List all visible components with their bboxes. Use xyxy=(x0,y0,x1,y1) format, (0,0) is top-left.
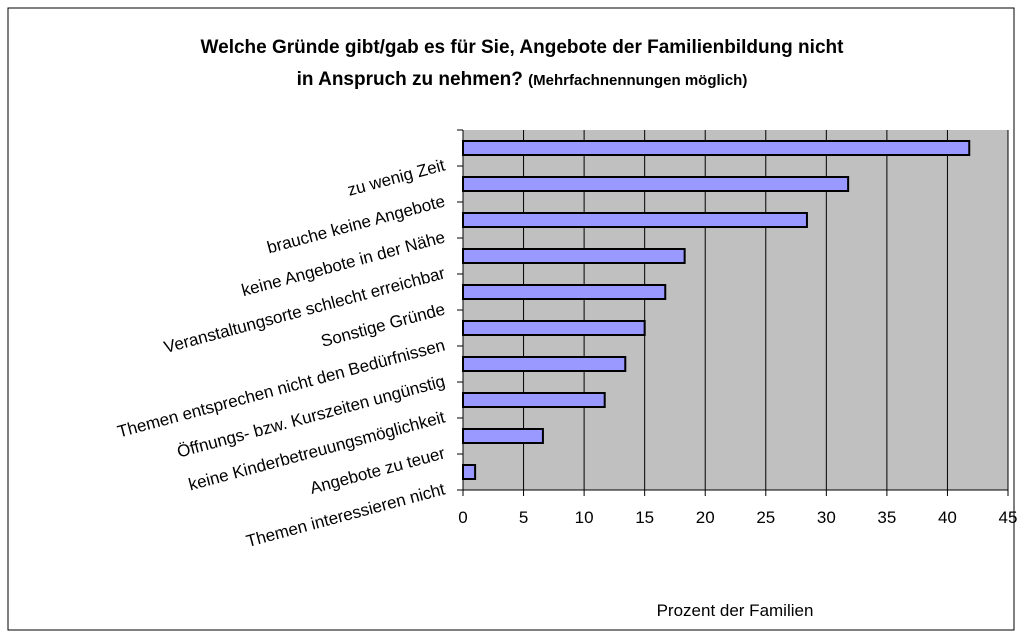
bar xyxy=(462,356,627,372)
x-tick-label: 0 xyxy=(458,508,467,527)
chart-title: Welche Gründe gibt/gab es für Sie, Angeb… xyxy=(201,37,845,58)
chart-subtitle: (Mehrfachnennungen möglich) xyxy=(528,72,747,89)
x-tick-label: 45 xyxy=(999,508,1018,527)
x-tick-label: 10 xyxy=(575,508,594,527)
x-tick-label: 25 xyxy=(756,508,775,527)
bar xyxy=(462,392,606,408)
bar xyxy=(462,320,646,336)
chart-title: in Anspruch zu nehmen? xyxy=(297,69,523,90)
x-tick-label: 5 xyxy=(519,508,528,527)
bar xyxy=(462,284,667,300)
bar xyxy=(462,140,971,156)
chart-title: in Anspruch zu nehmen? (Mehrfachnennunge… xyxy=(297,69,748,90)
bar xyxy=(462,176,850,192)
bar xyxy=(462,464,477,480)
x-tick-label: 15 xyxy=(635,508,654,527)
x-axis-label: Prozent der Familien xyxy=(657,601,814,620)
bar xyxy=(462,248,686,264)
x-tick-label: 30 xyxy=(817,508,836,527)
x-tick-label: 40 xyxy=(938,508,957,527)
bar xyxy=(462,212,808,228)
x-tick-label: 35 xyxy=(877,508,896,527)
bar xyxy=(462,428,544,444)
x-tick-label: 20 xyxy=(696,508,715,527)
